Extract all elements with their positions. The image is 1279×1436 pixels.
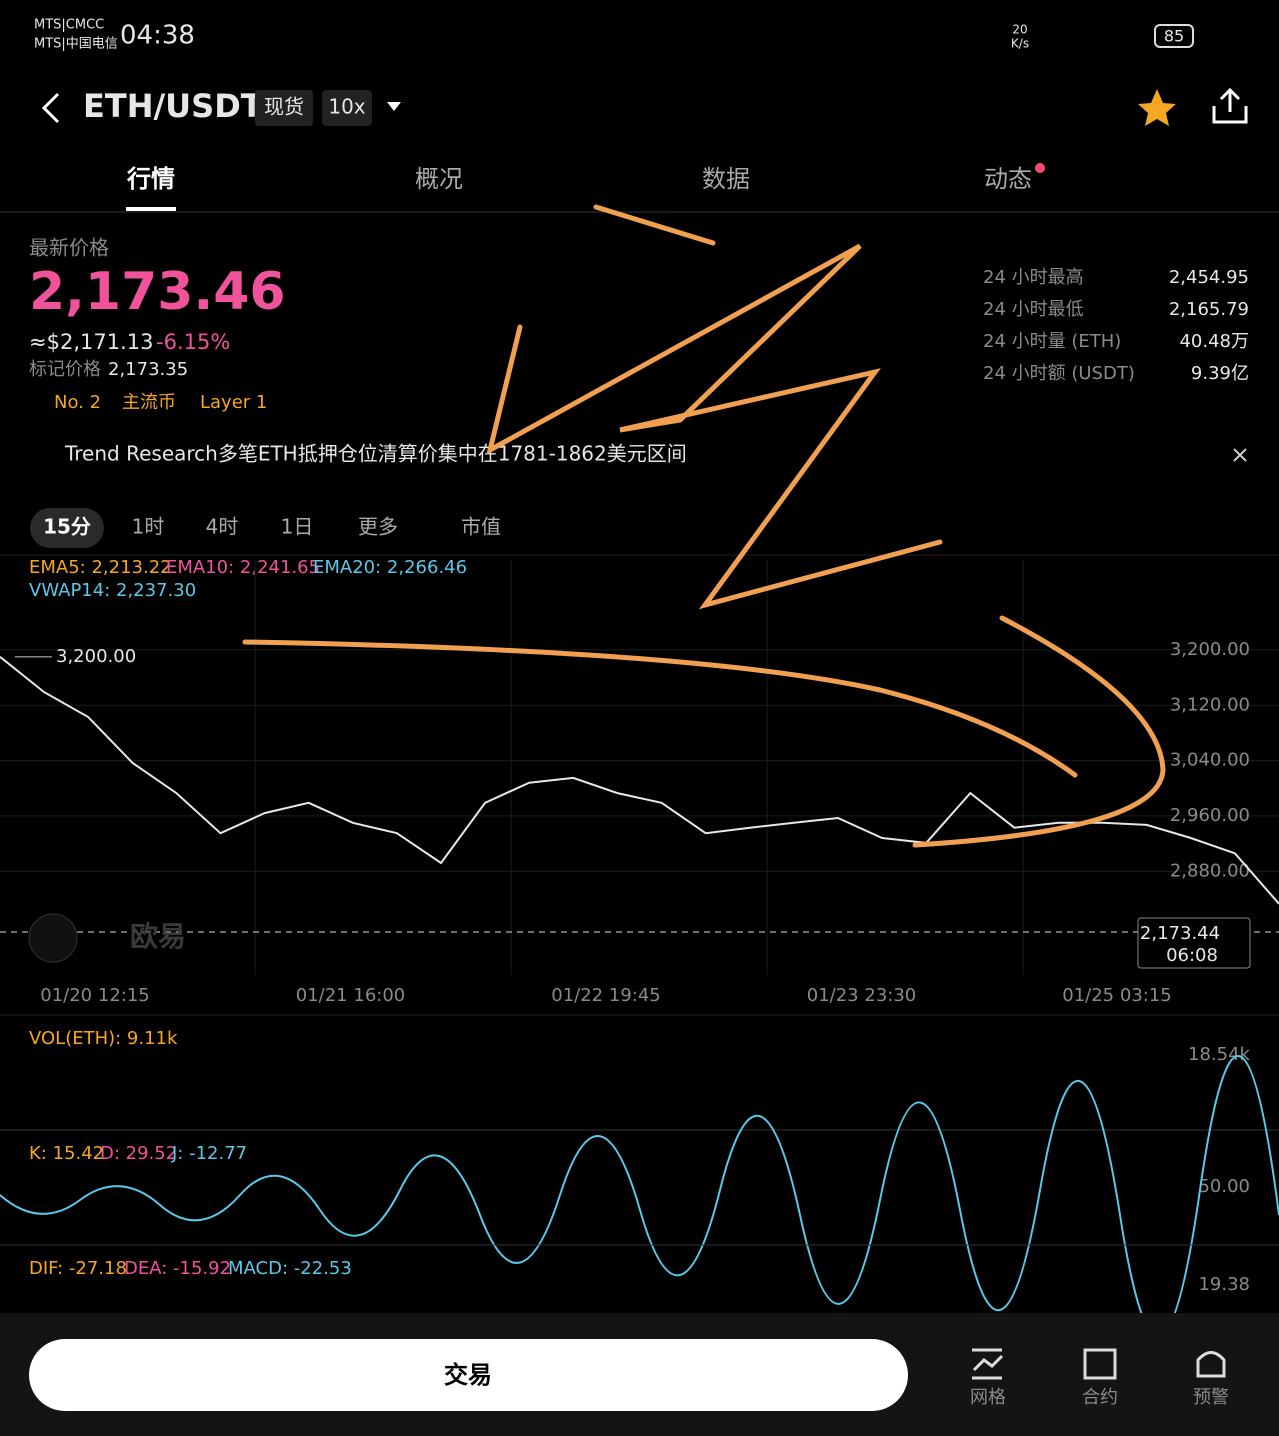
back-button[interactable] xyxy=(41,92,60,124)
badge xyxy=(255,90,313,126)
interval[interactable]: 1日 xyxy=(281,515,314,539)
kdj-line xyxy=(0,1054,1279,1338)
y-tick-label: 3,120.00 xyxy=(1170,694,1250,715)
interval[interactable]: 1时 xyxy=(132,515,165,539)
current-price: 2,173.44 xyxy=(1140,923,1220,944)
macd-axis: 19.38 xyxy=(1198,1274,1250,1295)
interval[interactable]: 4时 xyxy=(206,515,239,539)
y-tick-label: 3,200.00 xyxy=(1170,639,1250,660)
x-tick-label: 01/23 23:30 xyxy=(807,985,916,1006)
clock: 04:38 xyxy=(120,21,195,51)
last-price: 2,173.46 xyxy=(29,262,286,322)
trade-label: 交易 xyxy=(444,1361,492,1389)
watermark: 欧易 xyxy=(130,920,186,953)
macd-dif: DIF: -27.18 xyxy=(29,1258,127,1279)
market-badge: 现货 xyxy=(264,95,304,119)
leverage-badge[interactable]: 10x xyxy=(328,95,365,119)
x-tick-label: 01/21 16:00 xyxy=(296,985,405,1006)
net-speed: 20 xyxy=(1012,23,1027,37)
stat-value: 9.39亿 xyxy=(1191,363,1249,384)
pair: ETH/USDT xyxy=(83,87,263,125)
ema10: EMA10: 2,241.65 xyxy=(166,557,320,578)
x-tick-label: 01/20 12:15 xyxy=(40,985,149,1006)
trade-button[interactable] xyxy=(29,1339,908,1411)
stat-label: 24 小时量 (ETH) xyxy=(983,331,1121,352)
tab[interactable]: 概况 xyxy=(415,165,463,193)
rank: No. 2 xyxy=(54,392,101,413)
scribble xyxy=(242,204,1166,848)
carrier: MTS|中国电信 xyxy=(34,37,118,52)
ema5: EMA5: 2,213.22 xyxy=(29,557,172,578)
usd-price: ≈$2,171.13 xyxy=(29,330,153,354)
stat-label: 24 小时最低 xyxy=(983,299,1084,320)
x-tick-label: 01/25 03:15 xyxy=(1062,985,1171,1006)
news[interactable]: Trend Research多笔ETH抵押仓位清算价集中在1781-1862美元… xyxy=(64,442,687,466)
battery-level: 85 xyxy=(1164,27,1184,46)
kdj-axis: 50.00 xyxy=(1198,1176,1250,1197)
kdj-d: D: 29.52 xyxy=(100,1143,177,1164)
mark-price: 2,173.35 xyxy=(108,359,188,380)
expand-button[interactable] xyxy=(28,913,78,963)
stat-label: 24 小时额 (USDT) xyxy=(983,363,1135,384)
badge-dot xyxy=(1035,163,1045,173)
x-tick-label: 01/22 19:45 xyxy=(551,985,660,1006)
tab-indicator xyxy=(126,207,176,211)
ema20: EMA20: 2,266.46 xyxy=(313,557,467,578)
vwap: VWAP14: 2,237.30 xyxy=(29,580,196,601)
alert-label[interactable]: 预警 xyxy=(1193,1387,1229,1408)
macd-macd: MACD: -22.53 xyxy=(228,1258,352,1279)
tab[interactable]: 行情 xyxy=(126,165,175,193)
y-tick-label: 2,880.00 xyxy=(1170,860,1250,881)
y-tick-label: 3,040.00 xyxy=(1170,750,1250,771)
badge xyxy=(322,90,372,126)
tab[interactable]: 动态 xyxy=(984,165,1032,193)
contract-icon[interactable] xyxy=(1083,1348,1117,1380)
volume-axis: 18.54k xyxy=(1188,1044,1251,1065)
mark-label: 标记价格 xyxy=(29,359,101,380)
kdj-j: J: -12.77 xyxy=(171,1143,247,1164)
interval-selected xyxy=(30,508,104,548)
tag[interactable]: 主流币 xyxy=(122,392,176,413)
favorite[interactable] xyxy=(1138,89,1176,126)
kdj-k: K: 15.42 xyxy=(29,1143,104,1164)
interval[interactable]: 15分 xyxy=(43,515,91,539)
stat-label: 24 小时最高 xyxy=(983,267,1084,288)
stat-value: 40.48万 xyxy=(1179,331,1249,352)
carrier: MTS|CMCC xyxy=(34,18,104,33)
price-line xyxy=(0,656,1279,905)
interval[interactable]: 更多 xyxy=(358,515,398,539)
macd-dea: DEA: -15.92 xyxy=(124,1258,231,1279)
dropdown[interactable] xyxy=(387,102,401,111)
tag[interactable]: Layer 1 xyxy=(200,392,267,413)
volume-label: VOL(ETH): 9.11k xyxy=(29,1028,178,1049)
current-price-box[interactable] xyxy=(1137,917,1251,969)
close-news[interactable] xyxy=(1233,448,1247,462)
stat-value: 2,165.79 xyxy=(1169,299,1249,320)
countdown: 06:08 xyxy=(1166,945,1218,966)
high-label: 3,200.00 xyxy=(56,646,136,667)
grid-icon[interactable] xyxy=(972,1348,1004,1380)
change: -6.15% xyxy=(156,330,230,354)
interval[interactable]: 市值 xyxy=(461,515,501,539)
grid-label[interactable]: 网格 xyxy=(970,1387,1006,1408)
tab[interactable]: 数据 xyxy=(702,165,750,193)
contract-label[interactable]: 合约 xyxy=(1082,1387,1118,1408)
net-speed-unit: K/s xyxy=(1011,37,1029,51)
battery-icon xyxy=(1154,24,1194,48)
stat-value: 2,454.95 xyxy=(1169,267,1249,288)
price-label: 最新价格 xyxy=(29,236,109,260)
alert-icon[interactable] xyxy=(1196,1351,1226,1378)
share[interactable] xyxy=(1212,87,1248,124)
y-tick-label: 2,960.00 xyxy=(1170,805,1250,826)
